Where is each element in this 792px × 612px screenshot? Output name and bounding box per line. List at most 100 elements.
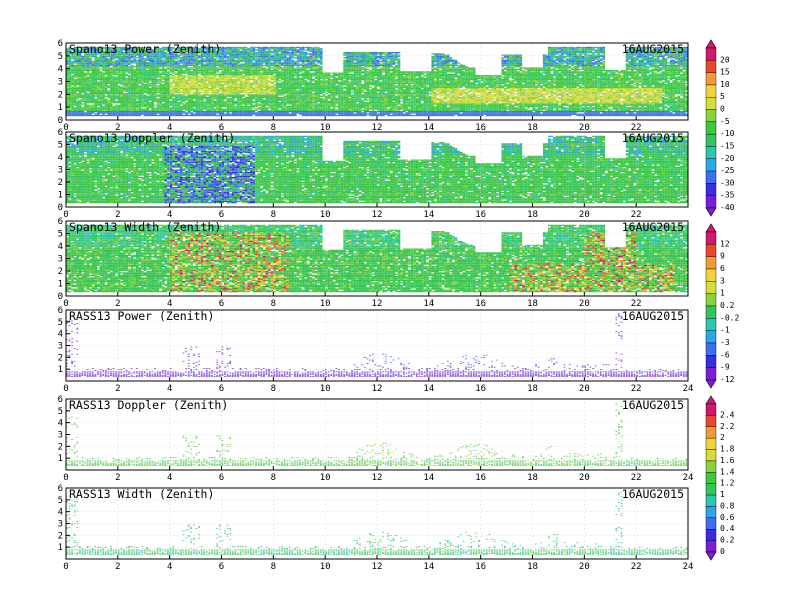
colorbar-segment — [706, 318, 716, 330]
x-tick-label: 6 — [219, 562, 224, 572]
colorbar-segment — [706, 110, 716, 122]
x-tick-label: 22 — [631, 473, 642, 483]
colorbar-segment — [706, 60, 716, 72]
x-tick-label: 2 — [115, 473, 120, 483]
x-tick-label: 2 — [115, 299, 120, 309]
y-tick-label: 1 — [58, 103, 63, 113]
y-tick-label: 1 — [58, 280, 63, 290]
panel-date: 16AUG2015 — [622, 220, 684, 234]
panel-date: 16AUG2015 — [622, 309, 684, 323]
colorbar-label: 2.2 — [720, 422, 735, 431]
colorbar-label: -35 — [720, 191, 735, 200]
colorbar-label: -6 — [720, 350, 730, 359]
colorbar-label: 1 — [720, 490, 725, 499]
colorbar-segment — [706, 183, 716, 195]
colorbar-max-arrow — [706, 396, 716, 404]
y-tick-label: 6 — [58, 217, 63, 227]
colorbar-segment — [706, 461, 716, 472]
x-tick-label: 2 — [115, 210, 120, 220]
colorbar-segment — [706, 404, 716, 415]
colorbar-label: -10 — [720, 129, 735, 138]
colorbar-label: 10 — [720, 80, 730, 89]
x-tick-label: 12 — [372, 384, 383, 394]
x-tick-label: 12 — [372, 562, 383, 572]
panel-title: Spano13 Width (Zenith) — [69, 220, 221, 234]
panel-title: Spano13 Power (Zenith) — [69, 42, 221, 56]
colorbar-min-arrow — [706, 208, 716, 216]
colorbar-segment — [706, 427, 716, 438]
y-tick-label: 2 — [58, 178, 63, 188]
panel-date: 16AUG2015 — [622, 42, 684, 56]
panel-title: RASS13 Power (Zenith) — [69, 309, 214, 323]
x-tick-label: 10 — [320, 384, 331, 394]
panel-title: Spano13 Doppler (Zenith) — [69, 131, 235, 145]
colorbar-segment — [706, 281, 716, 293]
x-tick-label: 24 — [683, 473, 694, 483]
y-tick-label: 4 — [58, 65, 63, 75]
colorbar-label: -9 — [720, 363, 730, 372]
colorbar-3: 2.42.221.81.61.41.210.80.60.40.20 — [706, 396, 735, 560]
colorbar-label: 0.4 — [720, 524, 735, 533]
colorbar-label: 15 — [720, 68, 730, 77]
y-tick-label: 5 — [58, 318, 63, 328]
colorbar-segment — [706, 495, 716, 506]
colorbar-segment — [706, 146, 716, 158]
y-tick-label: 5 — [58, 52, 63, 62]
colorbar-label: -25 — [720, 166, 735, 175]
colorbar-label: 12 — [720, 239, 730, 248]
panel-date: 16AUG2015 — [622, 487, 684, 501]
x-tick-label: 12 — [372, 299, 383, 309]
y-tick-label: 1 — [58, 191, 63, 201]
x-tick-label: 16 — [475, 384, 486, 394]
colorbar-label: 1.2 — [720, 479, 735, 488]
colorbar-label: 0.2 — [720, 536, 735, 545]
colorbar-segment — [706, 355, 716, 367]
x-tick-label: 10 — [320, 562, 331, 572]
x-tick-label: 18 — [527, 299, 538, 309]
x-tick-label: 18 — [527, 562, 538, 572]
x-tick-label: 14 — [423, 473, 434, 483]
colorbar-segment — [706, 518, 716, 529]
y-tick-label: 2 — [58, 531, 63, 541]
x-tick-label: 20 — [579, 473, 590, 483]
colorbar-segment — [706, 438, 716, 449]
colorbar-segment — [706, 343, 716, 355]
colorbar-label: -3 — [720, 338, 730, 347]
y-tick-label: 2 — [58, 442, 63, 452]
colorbar-segment — [706, 257, 716, 269]
colorbar-segment — [706, 472, 716, 483]
x-tick-label: 14 — [423, 562, 434, 572]
colorbar-segment — [706, 306, 716, 318]
y-tick-label: 3 — [58, 78, 63, 88]
x-tick-label: 22 — [631, 299, 642, 309]
colorbar-segment — [706, 244, 716, 256]
colorbar-label: 2.4 — [720, 410, 735, 419]
colorbar-label: 0.8 — [720, 501, 735, 510]
y-tick-label: 5 — [58, 230, 63, 240]
colorbar-segment — [706, 73, 716, 85]
x-tick-label: 8 — [271, 473, 276, 483]
colorbar-segment — [706, 85, 716, 97]
colorbar-segment — [706, 415, 716, 426]
x-tick-label: 0 — [63, 210, 68, 220]
y-tick-label: 5 — [58, 496, 63, 506]
x-tick-label: 16 — [475, 299, 486, 309]
x-tick-label: 16 — [475, 210, 486, 220]
panel-title: RASS13 Doppler (Zenith) — [69, 398, 228, 412]
colorbar-label: -5 — [720, 117, 730, 126]
x-tick-label: 10 — [320, 210, 331, 220]
panel-title: RASS13 Width (Zenith) — [69, 487, 214, 501]
y-tick-label: 3 — [58, 431, 63, 441]
colorbar-segment — [706, 484, 716, 495]
colorbar-label: -30 — [720, 178, 735, 187]
colorbar-label: 2 — [720, 433, 725, 442]
x-tick-label: 2 — [115, 384, 120, 394]
colorbar-segment — [706, 450, 716, 461]
x-tick-label: 6 — [219, 384, 224, 394]
